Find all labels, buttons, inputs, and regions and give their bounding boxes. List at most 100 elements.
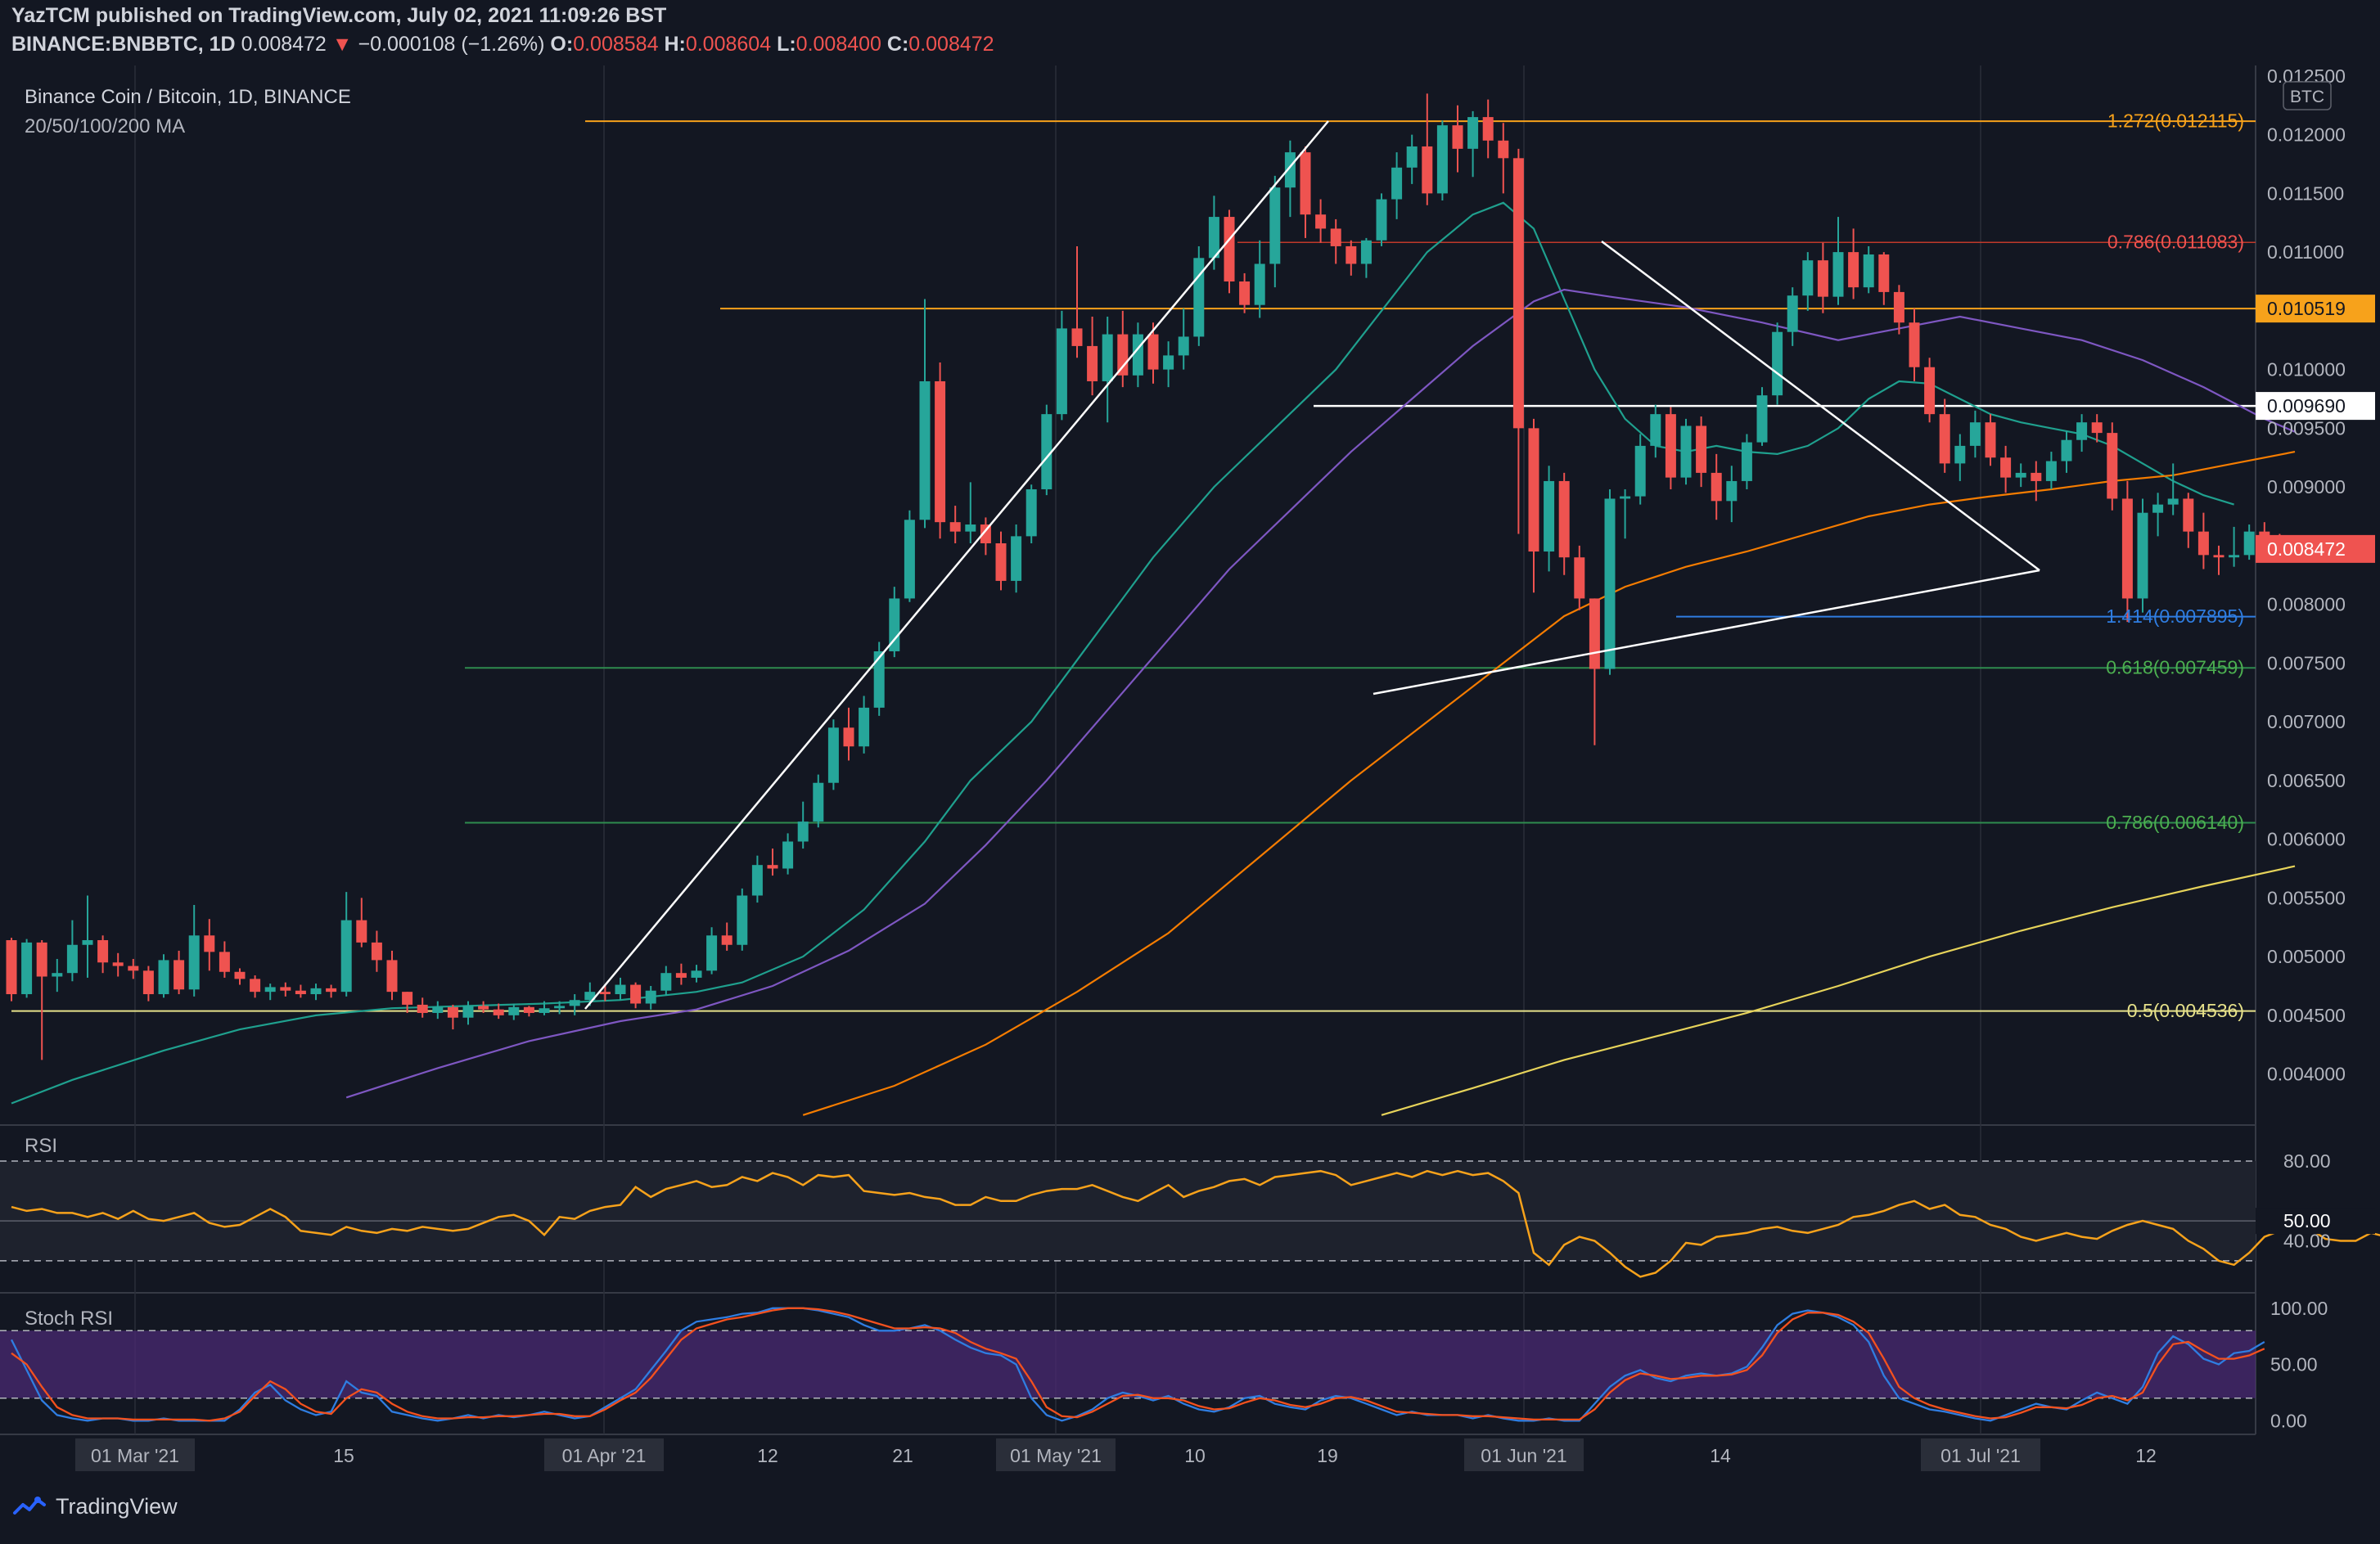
candle <box>1558 472 1570 575</box>
candle-body <box>1482 117 1494 141</box>
candle <box>721 922 732 951</box>
stoch-line-d <box>11 1307 2265 1422</box>
candle <box>250 975 261 998</box>
candle <box>1224 209 1235 294</box>
candle-body <box>66 944 78 974</box>
candle-body <box>1422 146 1433 194</box>
candle <box>737 888 748 951</box>
candle <box>1696 416 1707 488</box>
candle <box>2000 445 2012 493</box>
candle <box>447 1004 458 1030</box>
candle-body <box>782 841 794 869</box>
candle <box>980 517 991 556</box>
candle-body <box>1147 334 1159 370</box>
candle <box>1360 237 1372 278</box>
candle <box>1102 317 1113 423</box>
candle <box>1772 322 1783 405</box>
candle <box>935 362 946 539</box>
candle <box>1467 110 1479 178</box>
candle <box>2121 480 2133 623</box>
candle-body <box>82 940 93 945</box>
candle-body <box>158 960 169 995</box>
candle-body <box>508 1006 520 1015</box>
rsi-tick-label: 80.00 <box>2283 1150 2331 1172</box>
candle-body <box>1315 214 1327 229</box>
high-value: 0.008604 <box>685 33 772 56</box>
candle <box>112 952 124 977</box>
candle-body <box>340 920 352 993</box>
candle <box>1284 140 1296 218</box>
candle-body <box>1893 291 1904 323</box>
candle-body <box>326 988 337 993</box>
candle-body <box>1467 117 1479 149</box>
candle <box>1756 387 1768 446</box>
candle-body <box>1589 598 1600 669</box>
tradingview-footer[interactable]: TradingView <box>11 1494 178 1519</box>
candle-body <box>980 524 991 543</box>
price-tick-label: 0.012000 <box>2267 124 2346 146</box>
candle-body <box>2107 433 2118 499</box>
candle <box>889 587 900 658</box>
candle-body <box>2183 498 2194 532</box>
candle <box>1634 434 1646 505</box>
candle <box>1787 287 1798 346</box>
candle <box>1954 434 1966 481</box>
candle-body <box>1939 414 1950 464</box>
low-value: 0.008400 <box>796 33 881 56</box>
candle <box>675 963 687 985</box>
candle <box>6 938 17 1002</box>
date-tick-label: 01 Apr '21 <box>562 1445 647 1466</box>
stoch-rsi-pane: 100.00 50.00 0.00 <box>0 1298 2328 1431</box>
candle <box>417 997 428 1018</box>
tradingview-brand: TradingView <box>56 1494 178 1519</box>
candle-body <box>1878 254 1890 292</box>
candle-body <box>2000 457 2012 478</box>
candle-body <box>2045 461 2057 481</box>
level-label: 1.272(0.012115) <box>2107 110 2244 132</box>
legend-title: Binance Coin / Bitcoin, 1D, BINANCE <box>25 86 351 108</box>
candle <box>219 941 230 978</box>
date-tick-box <box>996 1438 1116 1471</box>
candle-body <box>827 727 839 783</box>
candle-body <box>1071 328 1083 346</box>
candle-body <box>1284 152 1296 188</box>
candle <box>128 958 139 979</box>
currency-badge[interactable]: BTC <box>2283 81 2332 110</box>
candle-body <box>1604 498 1616 669</box>
candle <box>1544 466 1555 572</box>
candle-body <box>539 1008 550 1013</box>
stoch-rsi-title: Stoch RSI <box>25 1308 113 1330</box>
candle <box>1178 308 1189 370</box>
candle <box>432 1001 444 1020</box>
candle <box>904 510 915 602</box>
last-price: 0.008472 <box>241 33 327 56</box>
candle <box>1620 488 1631 539</box>
price-tick-label: 0.004500 <box>2267 1005 2346 1026</box>
candle <box>1969 410 1981 458</box>
date-tick-label: 01 Jul '21 <box>1941 1445 2021 1466</box>
candle <box>630 982 642 1009</box>
level-label: 0.786(0.011083) <box>2107 232 2244 253</box>
candle <box>66 920 78 982</box>
current-price-label: 0.008472 <box>2267 538 2346 560</box>
level-label: 0.5(0.004536) <box>2127 1000 2244 1021</box>
candle <box>2076 414 2088 452</box>
date-tick-label: 01 May '21 <box>1010 1445 1102 1466</box>
candle-body <box>2167 498 2179 505</box>
trendlines <box>584 120 2040 1010</box>
candle-body <box>371 942 382 961</box>
trendline-ascending <box>1373 569 2040 695</box>
current-price-badge <box>2256 534 2375 563</box>
stoch-tick-label: 0.00 <box>2270 1410 2307 1431</box>
candle-body <box>737 895 748 945</box>
candle <box>797 801 809 849</box>
candle <box>1254 240 1265 318</box>
candle-body <box>6 940 17 995</box>
candle-body <box>1817 260 1828 297</box>
candle <box>1848 228 1859 299</box>
candle-body <box>1863 254 1874 288</box>
date-tick-label: 15 <box>333 1445 354 1466</box>
stoch-band <box>0 1330 2256 1398</box>
ma-line-ma50 <box>345 288 2296 1099</box>
